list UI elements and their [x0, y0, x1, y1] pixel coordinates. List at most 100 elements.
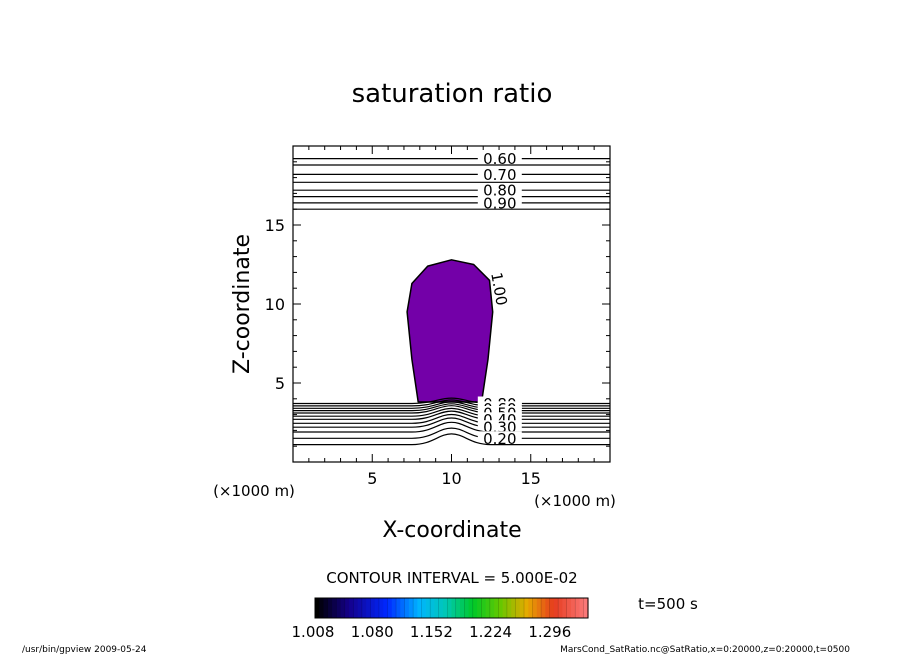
x-tick-label-5: 5 [367, 469, 377, 488]
colorbar-cell-61 [575, 598, 581, 618]
colorbar-cell-43 [498, 598, 504, 618]
upper-contour-label-6: 0.90 [483, 194, 516, 212]
colorbar-cell-4 [332, 598, 337, 618]
colorbar-cell-10 [357, 598, 363, 618]
upper-label-bg-4 [477, 183, 522, 198]
colorbar-cell-14 [374, 598, 380, 618]
colorbar-border [314, 597, 589, 619]
lower-label-bg-10 [477, 431, 522, 446]
colorbar-cell-41 [489, 598, 495, 618]
x-axis-label: X-coordinate [382, 518, 521, 543]
colorbar-cell-6 [340, 598, 346, 618]
colorbar-cell-0 [315, 598, 320, 618]
lower-contour-9 [293, 421, 610, 433]
colorbar-cell-11 [361, 598, 367, 618]
colorbar-cell-38 [477, 598, 482, 618]
colorbar-cell-59 [566, 598, 572, 618]
colorbar-cell-35 [464, 598, 470, 618]
colorbar-cell-42 [494, 598, 500, 618]
colorbar-cell-23 [413, 598, 418, 618]
colorbar-label-3: 1.224 [469, 623, 512, 641]
colorbar-cell-18 [391, 598, 397, 618]
colorbar-cell-2 [323, 598, 329, 618]
colorbar-cell-16 [383, 598, 389, 618]
time-label: t=500 s [638, 595, 698, 613]
colorbar-cell-25 [421, 598, 427, 618]
colorbar-cell-53 [541, 598, 546, 618]
colorbar-cell-30 [442, 598, 448, 618]
contour-interval-text: CONTOUR INTERVAL = 5.000E-02 [326, 569, 577, 587]
colorbar-cell-44 [502, 598, 508, 618]
upper-contour-label-2: 0.70 [483, 166, 516, 184]
colorbar-cell-21 [404, 598, 410, 618]
colorbar-cell-56 [553, 598, 559, 618]
lower-contour-label-10: 0.20 [483, 430, 516, 448]
colorbar-cell-47 [515, 598, 521, 618]
upper-label-bg-2 [477, 167, 522, 182]
colorbar-cell-54 [545, 598, 551, 618]
colorbar-cell-13 [370, 598, 376, 618]
lower-contour-11 [293, 433, 610, 446]
colorbar-cell-1 [319, 598, 325, 618]
plot-area: 1.000.600.700.800.900.800.600.500.400.30… [293, 150, 610, 448]
colorbar-cell-57 [558, 598, 564, 618]
x-tick-label-15: 15 [521, 469, 541, 488]
colorbar-cell-8 [349, 598, 354, 618]
colorbar-cell-50 [528, 598, 534, 618]
cloud-contour-label: 1.00 [487, 271, 511, 307]
colorbar: 1.008 1.080 1.152 1.224 1.296 [292, 597, 589, 641]
colorbar-label-1: 1.080 [351, 623, 394, 641]
footer-left: /usr/bin/gpview 2009-05-24 [22, 645, 147, 654]
colorbar-cell-12 [366, 598, 372, 618]
colorbar-cell-27 [430, 598, 436, 618]
colorbar-cell-46 [511, 598, 517, 618]
lower-contour-2 [293, 401, 610, 409]
colorbar-cell-26 [425, 598, 431, 618]
colorbar-cell-62 [579, 598, 585, 618]
colorbar-label-4: 1.296 [528, 623, 571, 641]
colorbar-cell-20 [400, 598, 406, 618]
lower-contour-10 [293, 427, 610, 439]
y-tick-label-10: 10 [265, 295, 285, 314]
colorbar-cell-5 [336, 598, 342, 618]
x-unit-label: (×1000 m) [534, 492, 616, 510]
colorbar-cell-31 [447, 598, 453, 618]
footer-right: MarsCond_SatRatio.nc@SatRatio,x=0:20000,… [560, 645, 850, 654]
upper-contour-label-0: 0.60 [483, 150, 516, 168]
colorbar-cell-40 [485, 598, 491, 618]
colorbar-cell-28 [434, 598, 440, 618]
y-axis-label: Z-coordinate [230, 234, 255, 374]
colorbar-cell-24 [417, 598, 423, 618]
colorbar-cell-33 [455, 598, 461, 618]
colorbar-cell-22 [408, 598, 414, 618]
colorbar-cell-48 [519, 598, 525, 618]
colorbar-cell-55 [549, 598, 555, 618]
axis-ticks: 5 10 15 5 10 15 [265, 146, 610, 488]
upper-label-bg-6 [477, 195, 522, 210]
colorbar-cell-39 [481, 598, 487, 618]
cloud-region [406, 259, 494, 403]
colorbar-cell-17 [387, 598, 393, 618]
lower-contour-4 [293, 405, 610, 414]
chart-title: saturation ratio [352, 79, 553, 109]
upper-contour-label-4: 0.80 [483, 182, 516, 200]
lower-contour-3 [293, 403, 610, 412]
colorbar-label-0: 1.008 [292, 623, 335, 641]
colorbar-cell-15 [378, 598, 384, 618]
x-tick-label-10: 10 [441, 469, 461, 488]
y-tick-label-15: 15 [265, 216, 285, 235]
colorbar-label-2: 1.152 [410, 623, 453, 641]
colorbar-cell-34 [460, 598, 465, 618]
upper-label-bg-0 [477, 151, 522, 166]
colorbar-cell-45 [506, 598, 512, 618]
colorbar-cell-32 [451, 598, 457, 618]
colorbar-cell-29 [438, 598, 444, 618]
colorbar-cell-51 [532, 598, 538, 618]
lower-label-bg-8 [477, 420, 522, 435]
colorbar-cell-49 [524, 598, 529, 618]
colorbar-cell-52 [536, 598, 542, 618]
colorbar-cell-9 [353, 598, 359, 618]
y-unit-label: (×1000 m) [213, 482, 295, 500]
colorbar-cell-3 [327, 598, 333, 618]
